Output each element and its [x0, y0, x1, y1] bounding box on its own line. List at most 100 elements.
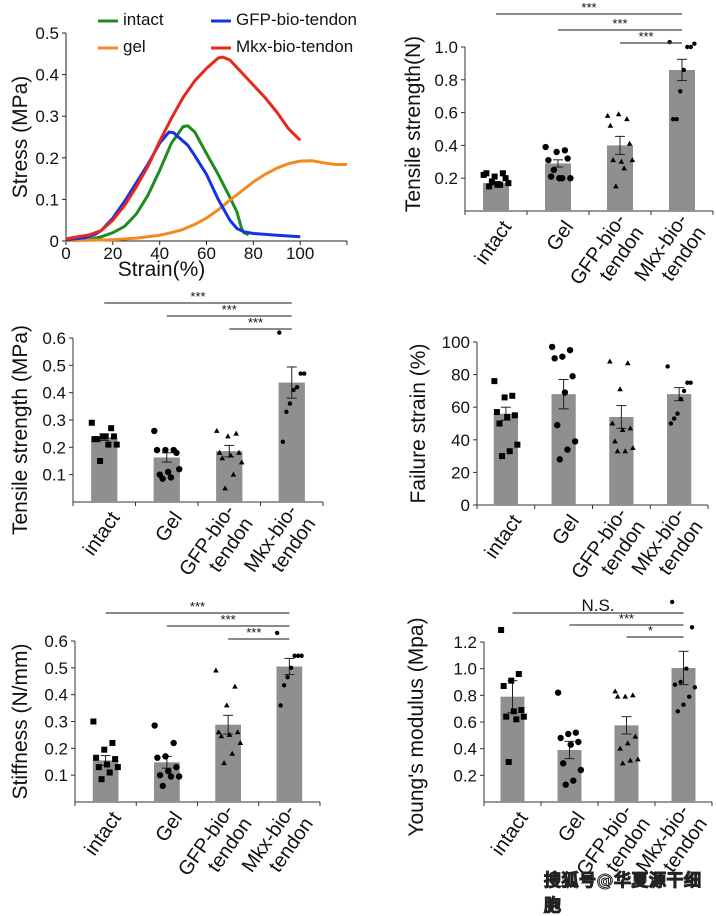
significance-label: *** — [190, 289, 205, 304]
y-tick-label: 0 — [50, 232, 59, 251]
data-point — [674, 116, 679, 122]
data-point — [671, 416, 677, 421]
data-point — [675, 709, 681, 714]
data-point — [554, 689, 562, 696]
y-tick-label: 0.1 — [35, 190, 59, 209]
data-point — [491, 173, 498, 180]
data-point — [622, 693, 629, 699]
data-point — [278, 703, 283, 708]
data-point — [294, 385, 300, 390]
category-label: Mkx-bio-tendon — [630, 210, 710, 298]
category-label: GFP-bio-tendon — [566, 210, 649, 302]
data-point — [619, 760, 626, 766]
y-tick-label: 0.1 — [42, 466, 66, 485]
data-point — [501, 394, 508, 401]
data-point — [505, 180, 512, 187]
category-label: intact — [481, 511, 527, 563]
data-point — [488, 178, 495, 185]
category-label-line: Gel — [151, 808, 187, 846]
data-point — [498, 627, 505, 633]
data-point — [483, 170, 490, 177]
data-point — [678, 89, 683, 94]
data-point — [230, 471, 237, 477]
data-point — [164, 468, 172, 476]
category-label: Mkx-bio-tendon — [240, 501, 320, 589]
bar-gel — [544, 163, 572, 211]
data-point — [97, 458, 104, 464]
data-point — [151, 427, 158, 435]
data-point — [98, 776, 105, 783]
data-point — [236, 449, 242, 455]
data-point — [635, 756, 641, 762]
data-point — [162, 753, 169, 760]
category-label: intact — [487, 808, 533, 860]
category-label: GFP-bio-tendon — [175, 501, 258, 593]
data-point — [510, 708, 517, 715]
data-point — [564, 446, 571, 453]
category-label: Gel — [542, 217, 578, 255]
data-point — [176, 466, 183, 473]
data-point — [610, 157, 616, 163]
y-tick-label: 0.3 — [44, 713, 68, 732]
data-point — [90, 718, 97, 725]
significance-label: *** — [221, 612, 236, 627]
data-point — [577, 766, 585, 774]
y-tick-label: 0.4 — [44, 686, 68, 705]
x-tick-label: 40 — [150, 244, 169, 263]
data-point — [162, 446, 169, 454]
data-point — [542, 143, 549, 151]
data-point — [299, 653, 304, 658]
y-tick-label: 0.6 — [42, 329, 66, 348]
y-axis-label: Stress (MPa) — [9, 76, 32, 199]
y-tick-label: 0.8 — [434, 71, 458, 90]
data-point — [613, 183, 619, 189]
bar-gfp-bio-tendon — [614, 725, 639, 802]
data-point — [114, 764, 121, 771]
data-point — [569, 373, 576, 380]
data-point — [173, 449, 180, 456]
category-label: Gel — [554, 808, 590, 846]
data-point — [514, 441, 521, 448]
data-point — [681, 67, 686, 73]
category-label-line: Gel — [554, 808, 590, 846]
data-point — [619, 427, 626, 433]
x-tick-label: 100 — [286, 244, 314, 263]
data-point — [226, 731, 233, 737]
data-point — [612, 688, 618, 694]
y-tick-label: 0.4 — [42, 384, 66, 403]
significance-label: *** — [248, 315, 263, 330]
data-point — [167, 773, 175, 780]
data-point — [607, 358, 613, 364]
y-axis-label: Tensile strength(N) — [402, 36, 425, 212]
bar-mkx-bio-tendon — [671, 668, 696, 802]
data-point — [88, 419, 95, 426]
data-point — [281, 683, 287, 688]
data-point — [545, 156, 552, 164]
y-tick-label: 0.5 — [42, 356, 66, 375]
figure: 0 0.1 0.2 0.3 0.4 0.5 0 20 40 60 80 100 Strain(%) Str… — [9, 0, 714, 880]
category-label: Gel — [151, 808, 187, 846]
data-point — [624, 116, 630, 122]
series-line-gfp-bio-tendon — [65, 130, 301, 242]
category-label: intact — [79, 508, 125, 560]
data-point — [493, 409, 500, 416]
data-point — [486, 183, 493, 190]
series-line-mkx-bio-tendon — [65, 55, 302, 241]
significance-label: *** — [190, 599, 205, 614]
data-point — [225, 433, 231, 439]
category-label-line: intact — [481, 511, 527, 563]
data-point — [688, 380, 693, 385]
bar-gel — [153, 457, 180, 502]
data-point — [105, 441, 112, 448]
data-point — [287, 401, 293, 406]
data-point — [506, 448, 513, 455]
stress-strain-chart: 0 0.1 0.2 0.3 0.4 0.5 0 20 40 60 80 100 Strain(%) Str… — [9, 10, 357, 281]
data-point — [621, 165, 627, 171]
data-point — [684, 666, 689, 671]
y-tick-label: 0.1 — [44, 766, 68, 785]
data-point — [215, 729, 222, 735]
data-point — [232, 683, 238, 689]
data-point — [561, 389, 569, 396]
data-point — [567, 175, 574, 182]
y-tick-label: 0.3 — [42, 411, 66, 430]
